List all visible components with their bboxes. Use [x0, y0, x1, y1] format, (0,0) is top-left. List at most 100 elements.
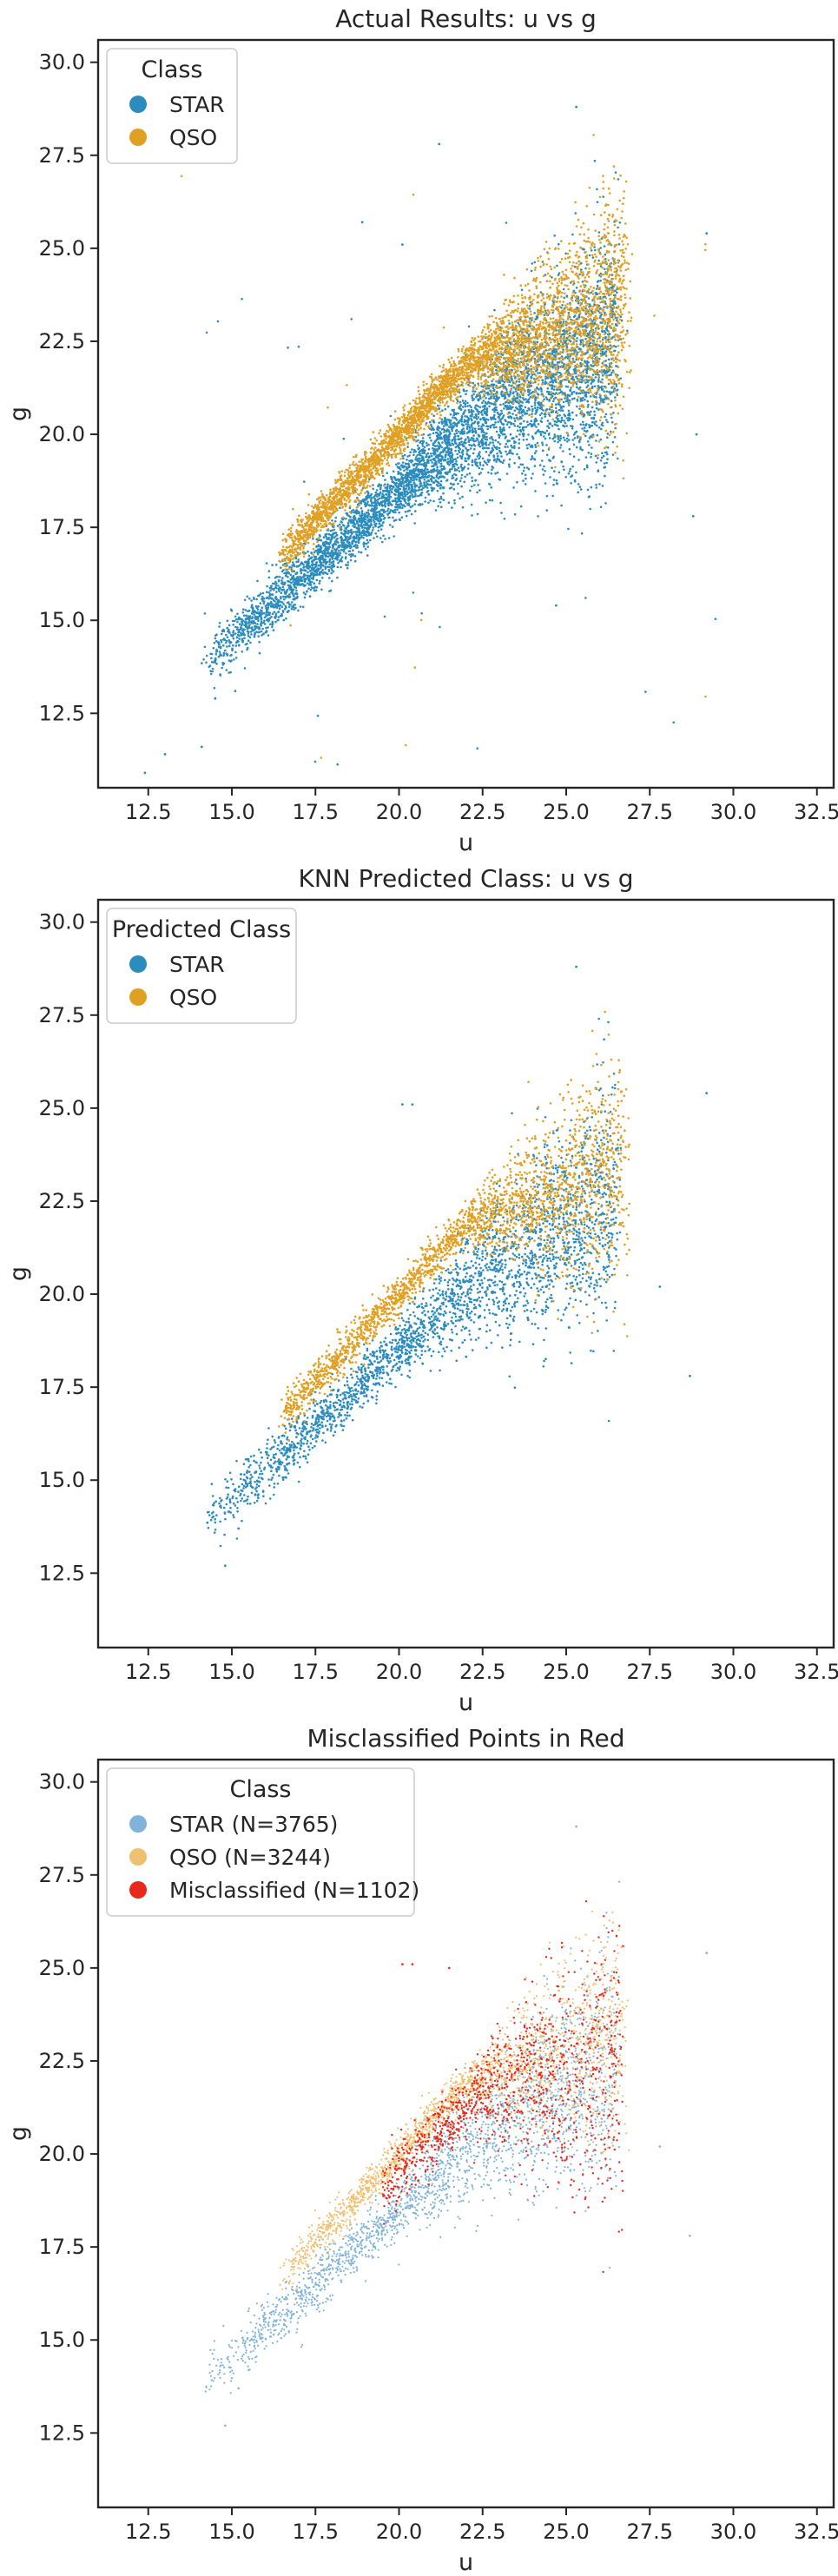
star-point	[298, 564, 301, 567]
star-point	[344, 557, 347, 560]
star-point	[362, 537, 365, 539]
star-point	[451, 477, 453, 479]
star-point	[498, 436, 501, 439]
star-point	[211, 667, 214, 670]
star-point	[281, 577, 284, 579]
star-point	[507, 416, 511, 419]
star-point	[456, 463, 459, 466]
star-point	[294, 606, 297, 610]
star-point	[289, 573, 293, 577]
star-point	[362, 500, 366, 503]
star-point	[315, 545, 318, 548]
star-point	[265, 562, 268, 565]
star-point	[557, 438, 559, 440]
star-point	[487, 454, 491, 457]
star-point	[214, 637, 217, 640]
star-point	[248, 597, 251, 600]
star-point	[594, 376, 597, 379]
star-point	[433, 459, 436, 462]
star-point	[520, 410, 524, 413]
star-point	[584, 434, 587, 438]
star-point	[262, 600, 266, 603]
star-point	[538, 404, 542, 406]
star-point	[366, 538, 369, 542]
star-point	[366, 522, 369, 525]
star-point	[563, 468, 565, 471]
star-point	[575, 392, 578, 394]
star-point	[514, 390, 518, 393]
star-point	[597, 426, 601, 429]
star-point	[392, 509, 395, 512]
star-point	[229, 670, 232, 674]
star-point	[397, 479, 400, 482]
star-point	[491, 438, 494, 441]
star-point	[552, 388, 556, 391]
star-point	[243, 637, 246, 639]
star-point	[492, 383, 496, 386]
star-point	[283, 598, 286, 601]
star-point	[531, 445, 534, 448]
star-point	[315, 561, 319, 564]
star-point	[225, 669, 228, 671]
star-point	[498, 449, 501, 452]
star-point	[491, 380, 493, 383]
star-point	[603, 390, 605, 393]
star-point	[432, 453, 436, 456]
star-point	[572, 433, 576, 436]
star-point	[562, 329, 564, 333]
star-point	[271, 564, 274, 566]
star-point	[391, 525, 394, 528]
star-point	[577, 351, 579, 354]
star-point	[515, 400, 518, 404]
star-point	[436, 445, 439, 447]
star-point	[587, 297, 591, 300]
star-point	[340, 521, 343, 524]
star-point	[412, 474, 415, 477]
star-point	[270, 585, 273, 587]
star-point	[383, 516, 386, 519]
star-point	[426, 475, 430, 478]
star-point	[612, 412, 615, 414]
star-point	[263, 619, 266, 623]
star-point	[513, 439, 516, 443]
star-point	[352, 519, 355, 522]
star-point	[439, 479, 443, 483]
star-point	[459, 400, 462, 404]
star-point	[604, 502, 607, 505]
star-point	[368, 504, 371, 507]
star-point	[452, 408, 456, 412]
star-point	[261, 591, 265, 595]
star-point	[535, 450, 538, 452]
star-point	[432, 476, 434, 479]
star-point	[471, 514, 473, 517]
star-point	[556, 482, 559, 485]
star-point	[421, 452, 424, 454]
star-point	[246, 595, 249, 598]
star-point	[353, 525, 357, 528]
star-point	[510, 444, 512, 447]
star-point	[590, 452, 593, 455]
star-point	[412, 467, 415, 471]
star-point	[573, 265, 577, 268]
star-point	[321, 541, 325, 545]
star-point	[300, 571, 303, 575]
star-point	[440, 497, 443, 500]
star-point	[553, 423, 557, 426]
star-point	[440, 505, 443, 508]
star-point	[234, 632, 237, 635]
star-point	[468, 444, 471, 446]
star-point	[307, 554, 311, 558]
star-point	[570, 318, 572, 321]
star-point	[286, 611, 289, 613]
star-point	[265, 606, 267, 610]
star-point	[582, 423, 585, 426]
star-point	[588, 305, 591, 308]
star-point	[387, 537, 391, 539]
star-point	[267, 576, 271, 579]
star-point	[568, 394, 571, 398]
star-point	[452, 414, 455, 417]
star-point	[443, 431, 445, 433]
star-point	[247, 609, 251, 612]
star-point	[551, 381, 555, 384]
star-point	[317, 558, 320, 560]
